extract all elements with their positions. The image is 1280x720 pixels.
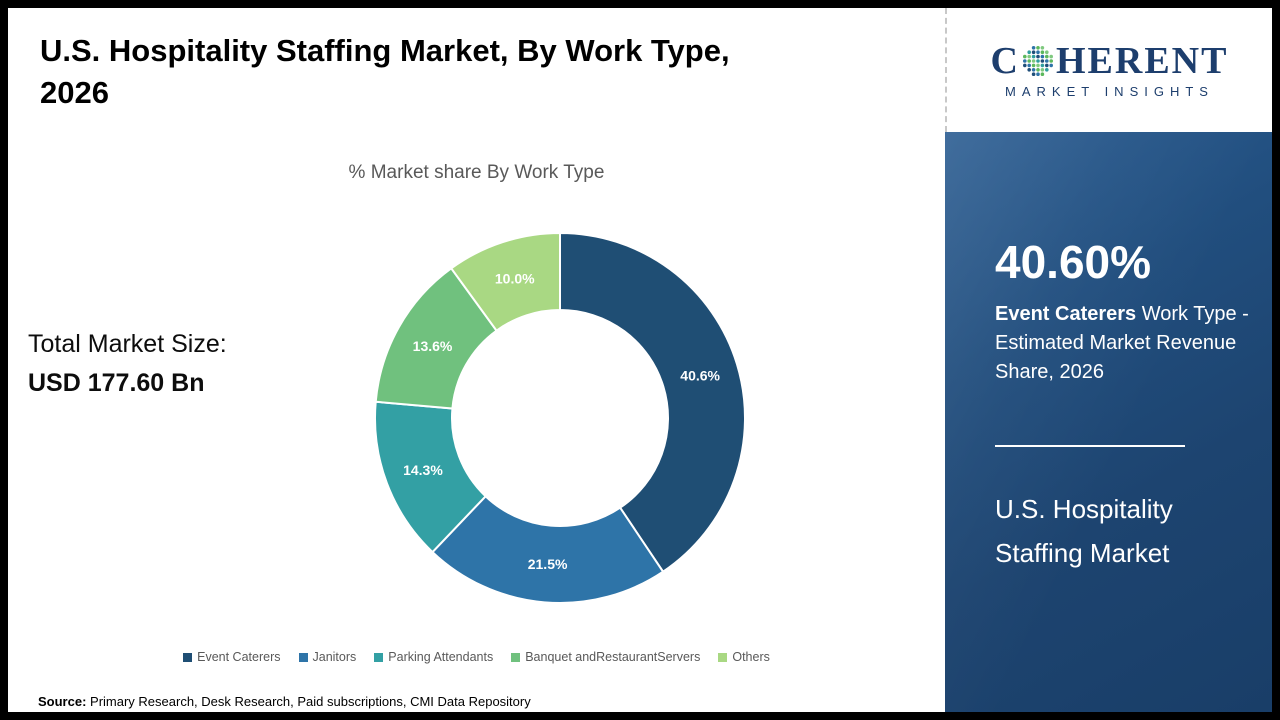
market-name-line1: U.S. Hospitality <box>995 493 1173 524</box>
total-market-size-label: Total Market Size: <box>28 330 227 358</box>
highlight-description-rest: Work Type - Estimated Market Revenue Sha… <box>995 302 1249 383</box>
globe-dot <box>1040 54 1045 58</box>
chart-subtitle: % Market share By Work Type <box>348 162 605 183</box>
legend-marker-icon <box>374 652 384 662</box>
globe-dot <box>1027 54 1031 58</box>
globe-dot <box>1022 63 1027 67</box>
chart-legend: Event Caterers Janitors Parking Attendants… <box>8 650 945 664</box>
globe-dot <box>1040 58 1045 63</box>
brand-logo: C HERENT <box>991 42 1229 80</box>
source-text: Primary Research, Desk Research, Paid su… <box>86 694 531 709</box>
globe-dot <box>1022 58 1027 63</box>
donut-chart: 40.6% 21.5% 14.3% 13.6% 10.0% <box>370 228 750 608</box>
donut-chart-svg: 40.6% 21.5% 14.3% 13.6% 10.0% <box>374 231 746 604</box>
globe-dot <box>1040 49 1045 54</box>
legend-item-4: Others <box>718 650 770 664</box>
donut-segment-4 <box>449 231 561 333</box>
legend-label: Event Caterers <box>197 650 281 664</box>
donut-data-label-4: 10.0% <box>495 271 535 287</box>
divider-line <box>995 444 1185 447</box>
source-label: Source: <box>38 694 87 709</box>
legend-marker-icon <box>298 652 308 662</box>
highlight-percentage: 40.60% <box>995 236 1152 288</box>
page-title-line2: 2026 <box>40 74 109 110</box>
globe-dot <box>1044 54 1049 58</box>
globe-dot <box>1036 67 1040 72</box>
globe-dot <box>1036 63 1040 67</box>
globe-dot <box>1049 58 1053 63</box>
brand-sidebar: C HERENT MARKET INSIGHTS 40.60% Event Ca… <box>945 8 1272 712</box>
highlight-description-bold: Event Caterers <box>995 302 1137 325</box>
infographic-frame: U.S. Hospitality Staffing Market, By Wor… <box>8 8 1272 712</box>
globe-dot <box>1027 67 1031 72</box>
market-name-line2: Staffing Market <box>995 538 1170 569</box>
globe-dot <box>1027 63 1031 67</box>
total-market-size-value: USD 177.60 Bn <box>28 369 205 397</box>
globe-dot <box>1031 63 1036 67</box>
globe-dot <box>1044 63 1049 67</box>
globe-icon <box>1022 45 1053 76</box>
globe-dot <box>1031 71 1036 76</box>
globe-dot <box>1036 71 1040 76</box>
brand-logo-area: C HERENT MARKET INSIGHTS <box>945 8 1272 132</box>
legend-item-1: Janitors <box>298 650 357 664</box>
legend-item-3: Banquet andRestaurantServers <box>511 650 700 664</box>
globe-dot <box>1036 45 1040 50</box>
highlight-description: Event Caterers Work Type - Estimated Mar… <box>995 300 1253 387</box>
page-title: U.S. Hospitality Staffing Market, By Wor… <box>40 30 880 114</box>
legend-marker-icon <box>511 652 521 662</box>
donut-segment-0 <box>559 231 746 574</box>
logo-text-c: C <box>990 39 1020 82</box>
legend-item-0: Event Caterers <box>183 650 281 664</box>
donut-data-label-1: 21.5% <box>528 556 568 572</box>
legend-label: Parking Attendants <box>388 650 494 664</box>
globe-dot <box>1040 63 1045 67</box>
globe-dot <box>1044 49 1049 54</box>
main-chart-area: U.S. Hospitality Staffing Market, By Wor… <box>8 8 945 712</box>
source-line: Source: Primary Research, Desk Research,… <box>38 694 531 709</box>
logo-text-rest: HERENT <box>1055 39 1229 82</box>
globe-dot <box>1027 49 1031 54</box>
globe-dot <box>1031 58 1036 63</box>
globe-dot <box>1031 49 1036 54</box>
highlight-panel: 40.60% Event Caterers Work Type - Estima… <box>945 132 1272 712</box>
market-name: U.S. Hospitality Staffing Market <box>995 487 1242 576</box>
legend-label: Janitors <box>312 650 357 664</box>
donut-data-label-2: 14.3% <box>403 462 443 478</box>
globe-dot <box>1040 45 1045 50</box>
donut-data-label-3: 13.6% <box>413 338 453 354</box>
donut-data-label-0: 40.6% <box>680 367 720 383</box>
globe-dot <box>1044 58 1049 63</box>
globe-dot <box>1031 45 1036 50</box>
legend-label: Banquet andRestaurantServers <box>525 650 701 664</box>
page-title-line1: U.S. Hospitality Staffing Market, By Wor… <box>40 33 730 68</box>
globe-dot <box>1022 54 1027 58</box>
legend-marker-icon <box>183 652 193 662</box>
globe-dot <box>1040 71 1045 76</box>
globe-dot <box>1049 63 1053 67</box>
globe-dot <box>1036 54 1040 58</box>
globe-dot <box>1040 67 1045 72</box>
globe-dot <box>1036 58 1040 63</box>
globe-dot <box>1031 67 1036 72</box>
globe-dot <box>1031 54 1036 58</box>
globe-dot <box>1036 49 1040 54</box>
globe-dot <box>1044 67 1049 72</box>
globe-dot <box>1049 54 1053 58</box>
legend-marker-icon <box>718 652 728 662</box>
globe-dot <box>1027 58 1031 63</box>
legend-label: Others <box>732 650 770 664</box>
donut-segment-1 <box>431 494 665 604</box>
brand-logo-subtitle: MARKET INSIGHTS <box>1005 83 1214 99</box>
legend-item-2: Parking Attendants <box>374 650 493 664</box>
total-market-size: Total Market Size: USD 177.60 Bn <box>28 330 227 398</box>
